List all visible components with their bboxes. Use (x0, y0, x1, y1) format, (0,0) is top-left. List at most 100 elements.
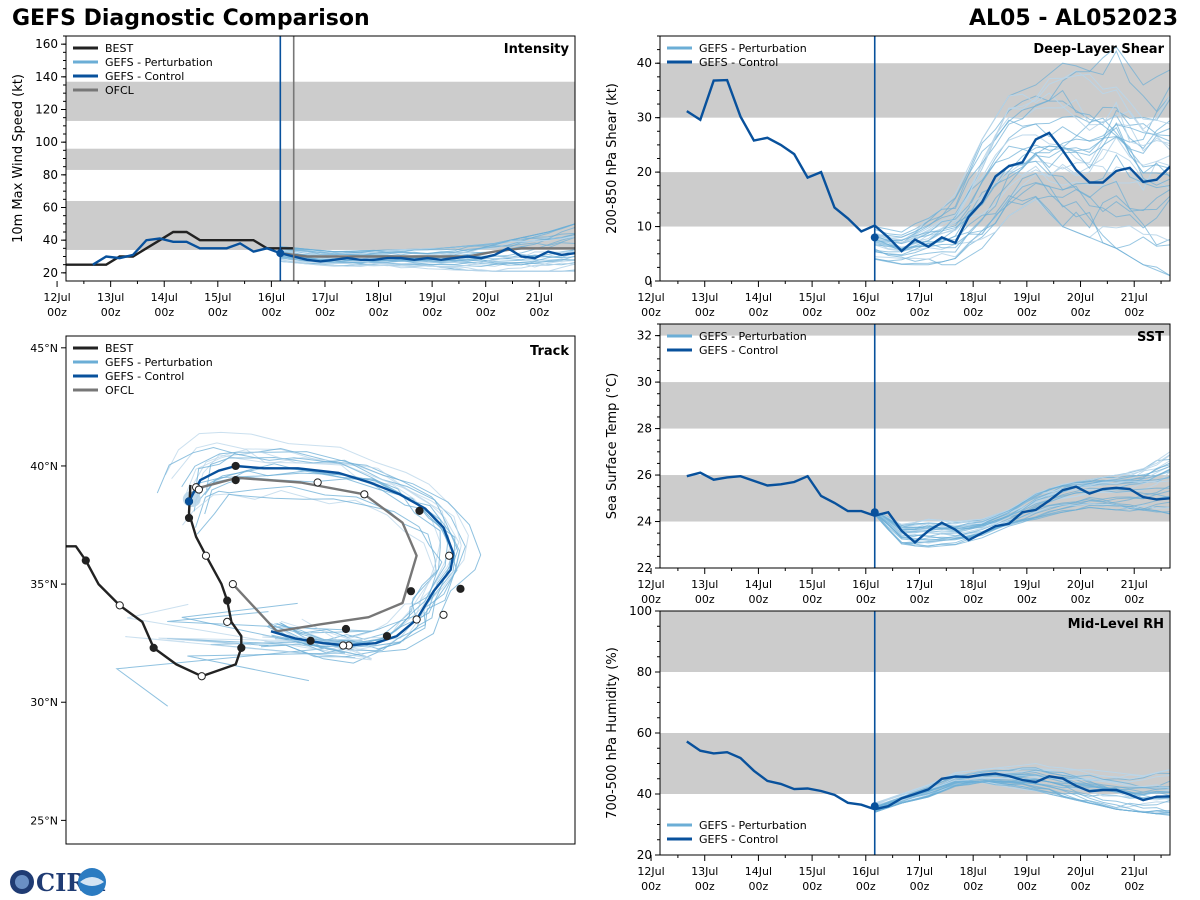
sst-ytick-label: 30 (637, 375, 652, 389)
intensity-xtick-label-day: 13Jul (97, 291, 124, 304)
track-best-marker (184, 513, 194, 523)
sst-frame (659, 323, 1171, 569)
shear-perturbation-member-27 (874, 73, 1170, 241)
shear-perturbation-member-20 (874, 172, 1170, 277)
shear-panel: 0 10 20 30 40 12Jul 00z 13Jul 00z 14Jul 00z 15Jul 00… (605, 35, 1171, 319)
track-ofcl-marker (231, 476, 240, 485)
track-control-marker (456, 584, 465, 593)
shear-xtick-label-day: 12Jul (637, 291, 664, 304)
track-control-marker (231, 461, 240, 471)
shear-xtick-label-hour: 00z (1017, 306, 1037, 319)
intensity-legend-label: OFCL (105, 84, 135, 97)
intensity-ytick-label: 80 (43, 168, 58, 182)
shear-xtick-label-day: 21Jul (1121, 291, 1148, 304)
shear-band-0 (660, 172, 1170, 227)
intensity-xtick-label-hour: 00z (101, 306, 121, 319)
intensity-xtick-label-day: 19Jul (418, 291, 445, 304)
intensity-xtick-label-day: 21Jul (526, 291, 553, 304)
shear-ytick-label: 0 (644, 274, 652, 288)
shear-xtick-label-day: 15Jul (798, 291, 825, 304)
sst-perturbation-member-26 (874, 501, 1170, 544)
rh-xtick-label-day: 19Jul (1013, 865, 1040, 878)
sst-xtick-label-day: 15Jul (798, 578, 825, 591)
rh-xtick-label-day: 20Jul (1067, 865, 1094, 878)
sst-xtick-label-day: 13Jul (691, 578, 718, 591)
shear-perturbation-member-0 (874, 155, 1170, 249)
sst-xtick-label-day: 14Jul (745, 578, 772, 591)
rh-ytick-label: 80 (637, 665, 652, 679)
shear-xtick-label-hour: 00z (963, 306, 983, 319)
rh-xtick-label-hour: 00z (641, 880, 661, 893)
intensity-best-line (66, 230, 294, 266)
shear-legend-label: GEFS - Perturbation (699, 42, 807, 55)
shear-perturbation-member-23 (874, 89, 1170, 250)
track-perturbation-member-9 (182, 489, 435, 645)
intensity-ytick-label: 60 (43, 201, 58, 215)
track-legend-label: OFCL (105, 384, 135, 397)
track-ofcl-marker (360, 490, 369, 499)
track-perturbation-member-20 (196, 493, 443, 644)
rh-perturbation-member-26 (874, 780, 1170, 814)
intensity-ytick-label: 160 (35, 37, 58, 51)
sst-xtick-label-day: 17Jul (906, 578, 933, 591)
shear-perturbation-member-26 (874, 46, 1170, 233)
shear-init-marker (870, 233, 879, 242)
sst-panel: 22 24 26 28 30 32 12Jul 00z 13Jul 00z 14Jul 00z 15Ju… (605, 323, 1171, 606)
track-best-marker (197, 672, 206, 681)
sst-xtick-label-hour: 00z (1071, 593, 1091, 606)
track-best-marker (223, 617, 232, 626)
shear-xtick-label-hour: 00z (1124, 306, 1144, 319)
shear-band-1 (660, 63, 1170, 118)
sst-ytick-label: 26 (637, 468, 652, 482)
intensity-xtick-label-hour: 00z (476, 306, 496, 319)
sst-perturbation-member-29 (874, 466, 1170, 530)
track-ytick-label: 25°N (30, 814, 58, 827)
intensity-xtick-label-day: 14Jul (151, 291, 178, 304)
shear-xtick-label-day: 20Jul (1067, 291, 1094, 304)
track-perturbation-member-8 (167, 611, 372, 634)
intensity-xtick-label-hour: 00z (369, 306, 389, 319)
intensity-control-line (92, 237, 575, 266)
track-best-marker (223, 596, 232, 605)
shear-ytick-label: 20 (637, 165, 652, 179)
rh-perturbation-member-28 (874, 773, 1170, 808)
sst-perturbation-member-17 (874, 496, 1170, 541)
shear-perturbation-member-18 (874, 198, 1170, 260)
rh-perturbation-member-23 (874, 780, 1170, 813)
track-best-marker (237, 643, 246, 652)
shear-xtick-label-hour: 00z (641, 306, 661, 319)
rh-legend-label: GEFS - Control (699, 833, 778, 846)
intensity-band-0 (66, 200, 575, 250)
track-control-line (187, 464, 455, 647)
sst-xtick-label-hour: 00z (802, 593, 822, 606)
sst-xtick-label-day: 18Jul (960, 578, 987, 591)
rh-control-line (686, 740, 1170, 811)
track-perturbation-member-23 (187, 635, 346, 682)
track-ytick-label: 40°N (30, 460, 58, 473)
intensity-xtick-label-day: 20Jul (472, 291, 499, 304)
track-perturbation-member-1 (115, 622, 325, 707)
intensity-legend-label: GEFS - Perturbation (105, 56, 213, 69)
shear-perturbation-member-1 (874, 153, 1170, 257)
sst-xtick-label-day: 19Jul (1013, 578, 1040, 591)
track-ytick-label: 45°N (30, 342, 58, 355)
sst-perturbation-member-4 (874, 471, 1170, 532)
rh-legend-label: GEFS - Perturbation (699, 819, 807, 832)
intensity-xtick-label-hour: 00z (154, 306, 174, 319)
intensity-legend-label: GEFS - Control (105, 70, 184, 83)
sst-perturbation-member-23 (874, 500, 1170, 547)
track-perturbation-member-15 (125, 618, 372, 661)
sst-panel-title: SST (1137, 330, 1164, 345)
shear-xtick-label-hour: 00z (856, 306, 876, 319)
shear-perturbation-member-5 (874, 49, 1170, 236)
track-ytick-label: 35°N (30, 578, 58, 591)
rh-ytick-label: 40 (637, 787, 652, 801)
track-best-marker (149, 643, 158, 652)
rh-xtick-label-day: 12Jul (637, 865, 664, 878)
intensity-xtick-label-hour: 00z (529, 306, 549, 319)
rh-xtick-label-hour: 00z (749, 880, 769, 893)
storm-id-title: AL05 - AL052023 (969, 6, 1178, 31)
shear-plot-area (660, 46, 1170, 277)
track-control-marker (382, 631, 392, 641)
sst-xtick-label-day: 21Jul (1121, 578, 1148, 591)
